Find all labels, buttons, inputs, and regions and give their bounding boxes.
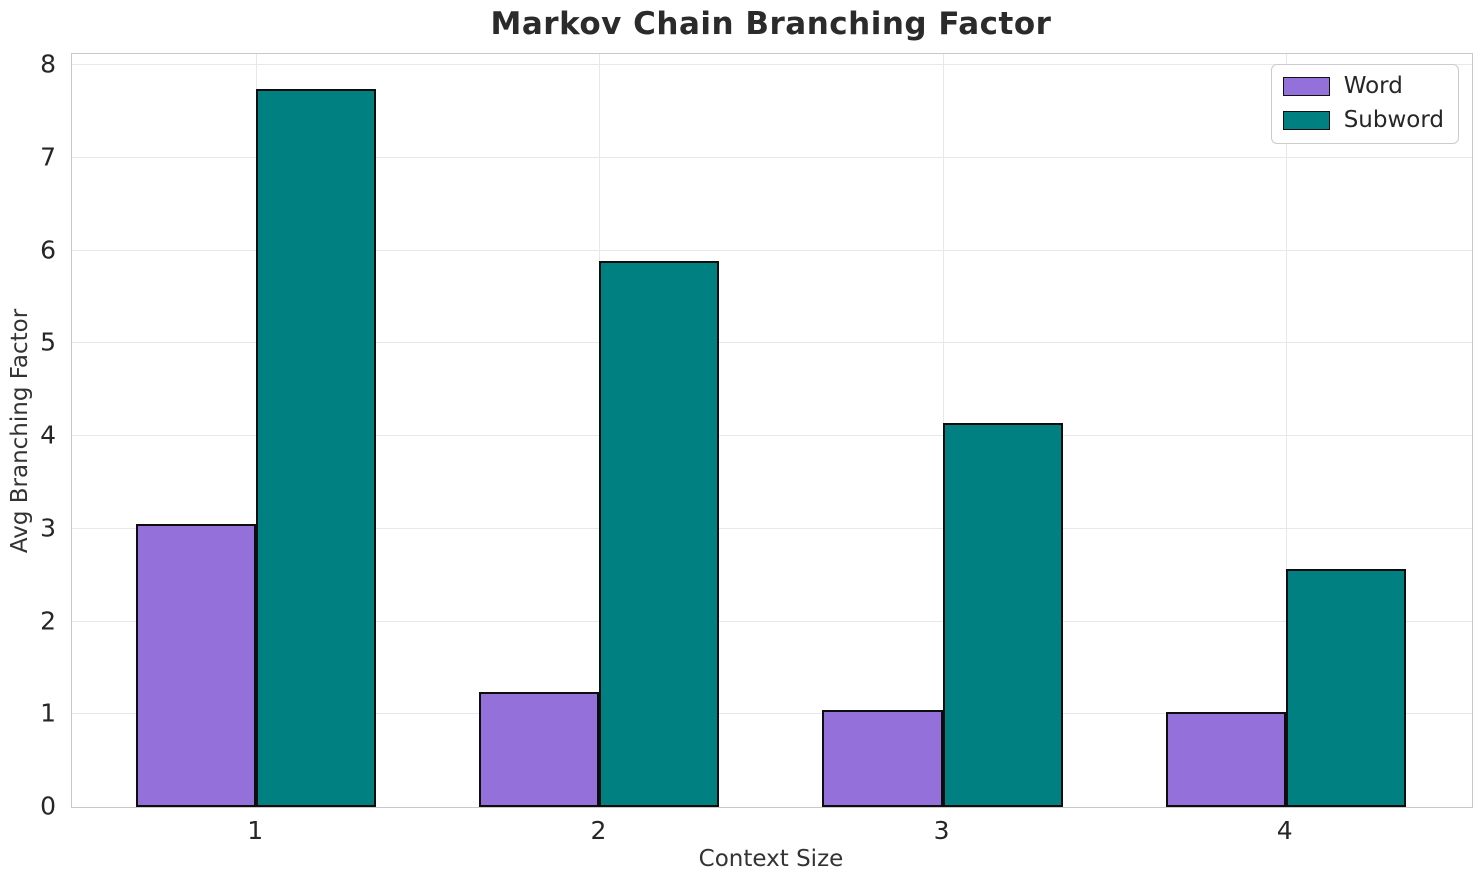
bar-word-context-3: [822, 709, 943, 807]
x-tick-label-2: 2: [590, 816, 607, 845]
bar-subword-context-4: [1285, 568, 1406, 807]
gridline-y-2: [72, 620, 1472, 622]
gridline-y-4: [72, 435, 1472, 437]
y-tick-label-5: 5: [40, 327, 56, 357]
y-tick-label-2: 2: [40, 606, 56, 636]
bar-word-context-2: [479, 692, 600, 807]
gridline-x-4: [1285, 54, 1287, 807]
x-tick-label-1: 1: [247, 816, 264, 845]
legend-label-word: Word: [1343, 73, 1403, 99]
legend-entry-word: Word: [1282, 73, 1444, 99]
chart-title: Markov Chain Branching Factor: [490, 6, 1052, 42]
x-tick-label-4: 4: [1276, 816, 1293, 845]
y-tick-label-8: 8: [40, 49, 56, 79]
legend-swatch-subword: [1282, 111, 1330, 131]
gridline-y-8: [72, 64, 1472, 66]
bar-subword-context-1: [256, 89, 377, 807]
y-tick-label-6: 6: [40, 235, 56, 265]
y-tick-label-4: 4: [40, 420, 56, 450]
gridline-y-3: [72, 527, 1472, 529]
gridline-y-5: [72, 342, 1472, 344]
y-tick-label-3: 3: [40, 513, 56, 543]
gridline-y-1: [72, 713, 1472, 715]
y-tick-label-0: 0: [40, 791, 56, 821]
legend-entry-subword: Subword: [1282, 107, 1444, 134]
bar-subword-context-3: [942, 423, 1063, 807]
gridline-y-6: [72, 249, 1472, 251]
bar-subword-context-2: [599, 260, 720, 807]
bar-word-context-4: [1165, 712, 1286, 807]
gridline-y-7: [72, 156, 1472, 158]
legend-swatch-word: [1282, 77, 1330, 97]
y-tick-label-1: 1: [40, 698, 56, 728]
legend: Word Subword: [1270, 64, 1459, 144]
x-axis-label: Context Size: [698, 846, 844, 872]
plot-area: Word Subword: [71, 53, 1473, 808]
y-tick-label-7: 7: [40, 142, 56, 172]
bar-word-context-1: [136, 524, 257, 807]
x-tick-label-3: 3: [933, 816, 950, 845]
legend-label-subword: Subword: [1343, 107, 1444, 134]
